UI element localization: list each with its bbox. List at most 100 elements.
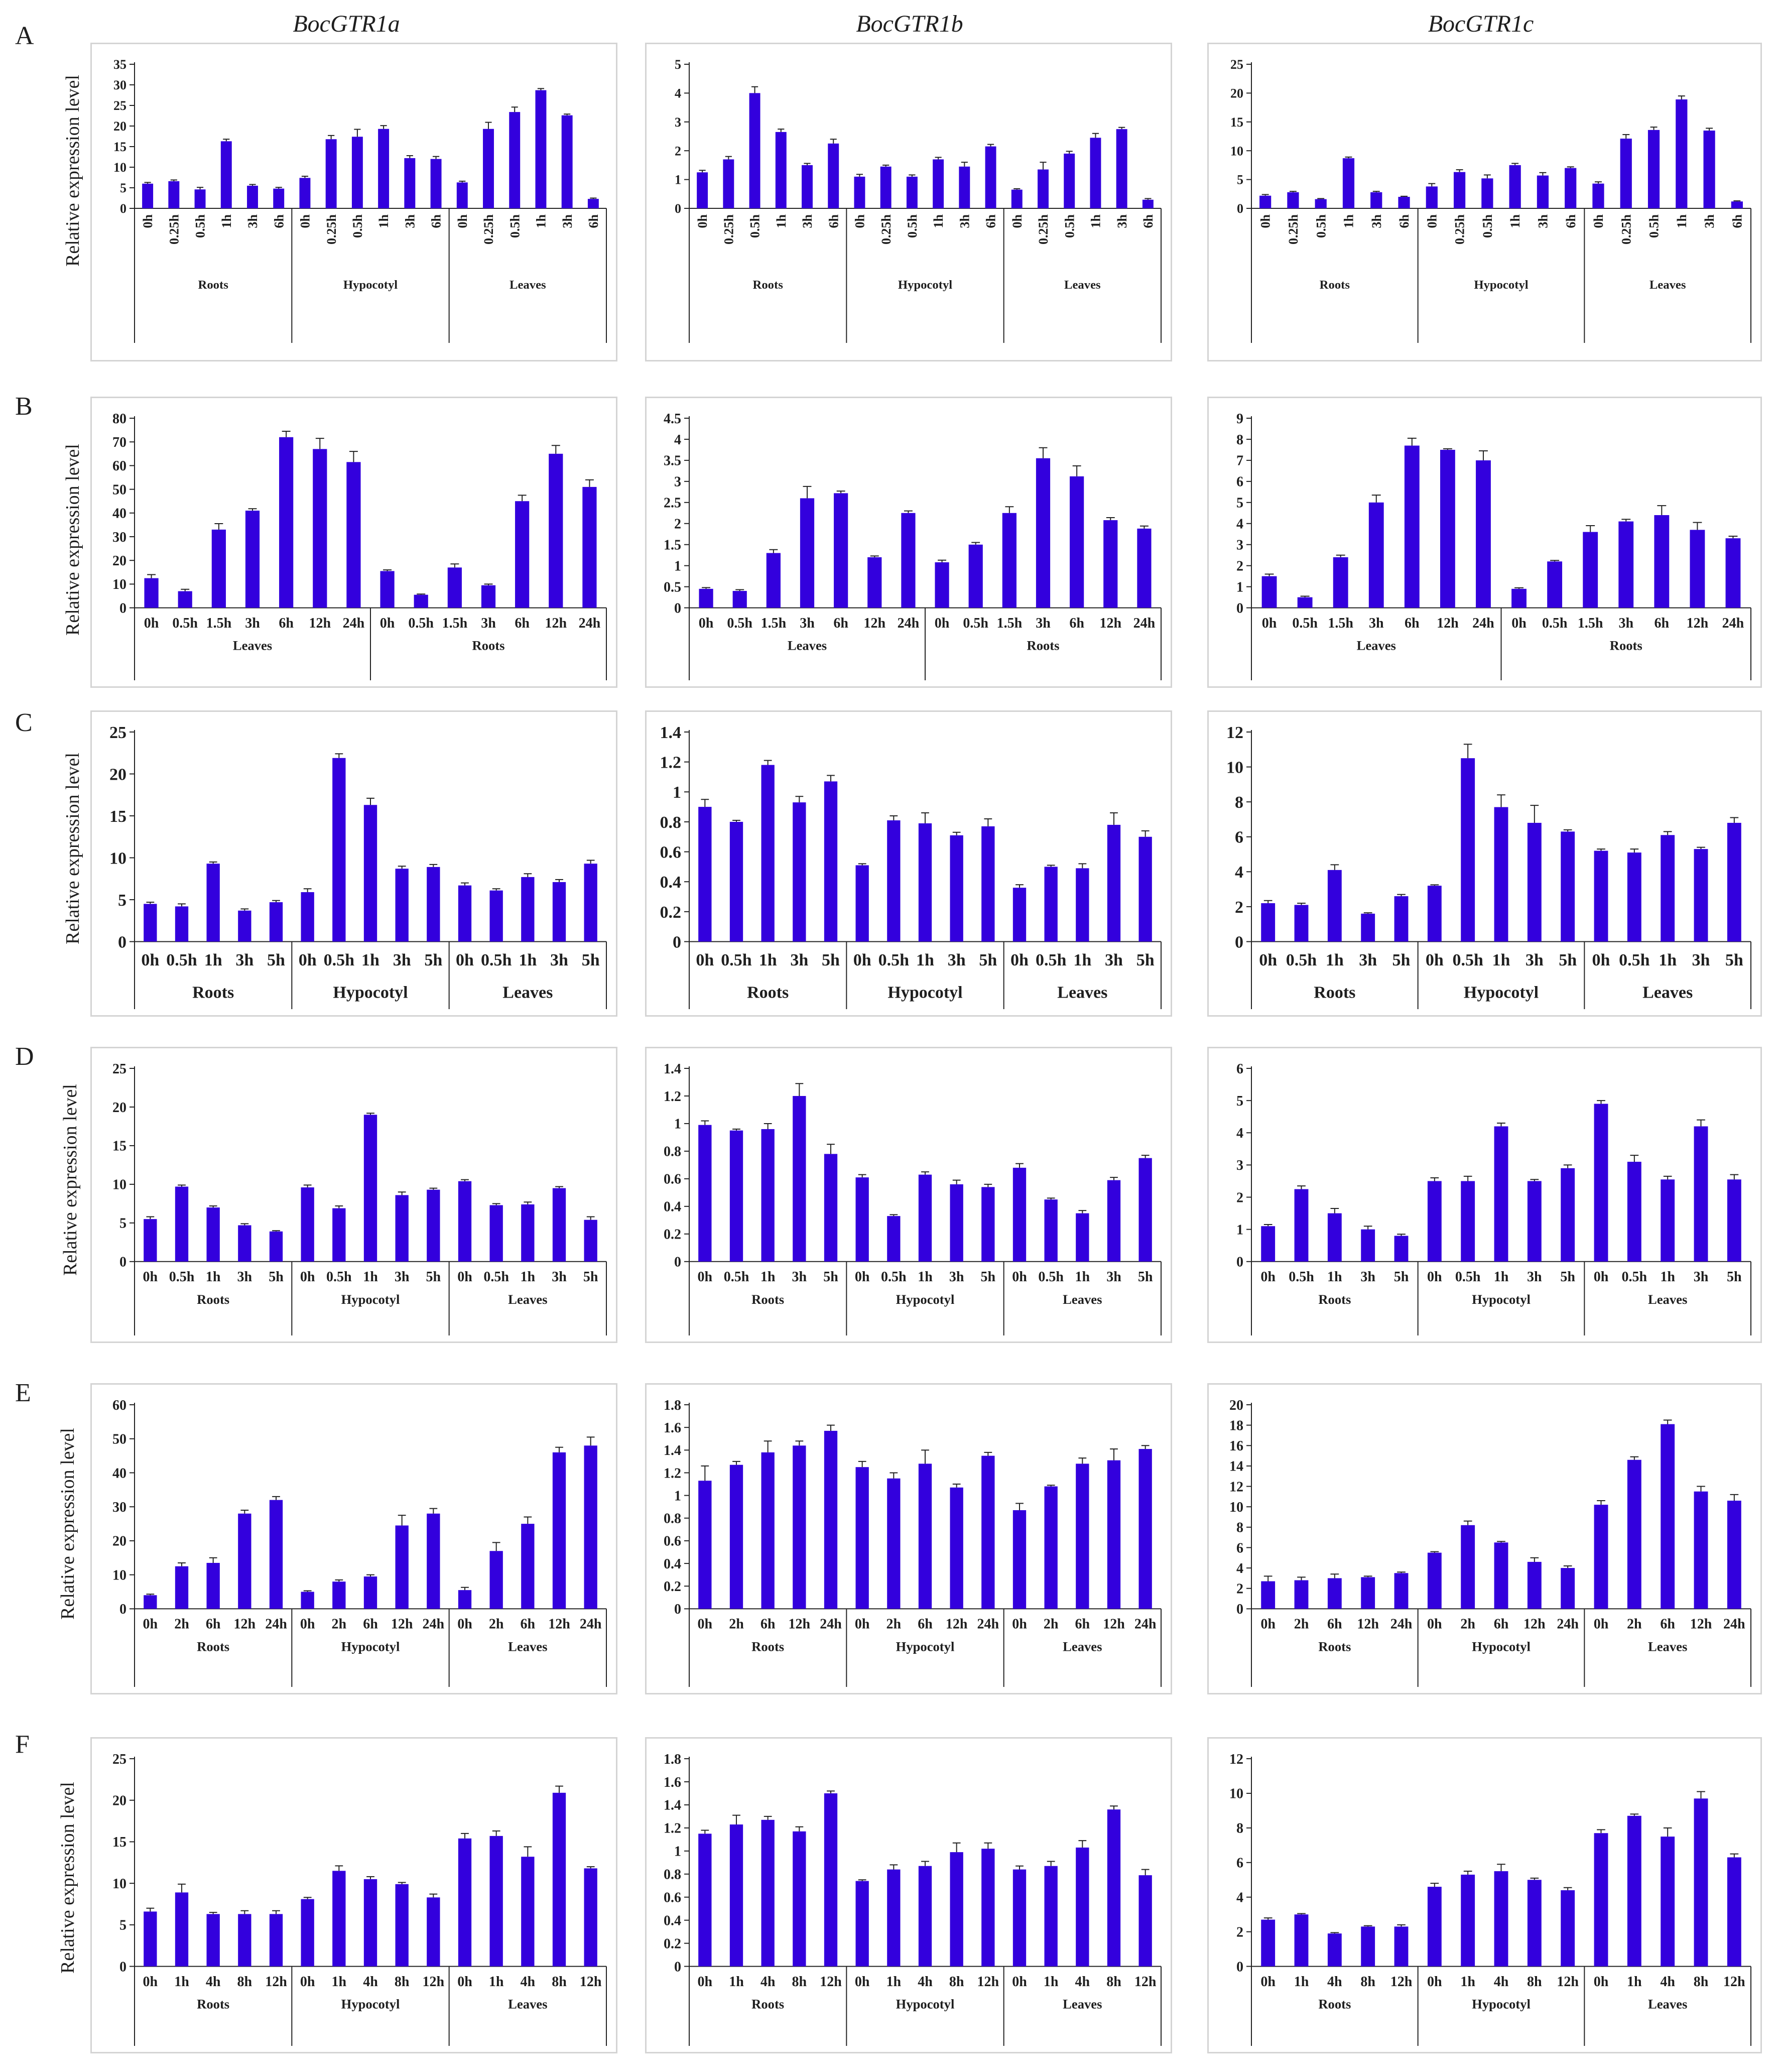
group-label-roots: Roots <box>197 1292 229 1307</box>
x-category-label: 1h <box>521 1269 536 1285</box>
x-category-label: 3h <box>792 1269 807 1285</box>
x-category-label: 1h <box>729 1974 744 1990</box>
x-category-label: 0h <box>1010 214 1025 228</box>
x-category-label: 8h <box>792 1974 807 1990</box>
group-label-leaves: Leaves <box>508 1292 547 1307</box>
y-tick-label: 0.6 <box>664 1534 681 1549</box>
bar <box>1036 458 1051 608</box>
y-tick-label: 1.8 <box>664 1398 681 1413</box>
chart-panel-d-bocgtr1c: 0 1 2 3 4 5 6 0h 0.5h 1h 3h 5h 0h 0.5h 1h 3h 5h 0h 0.5h 1h 3… <box>1207 1047 1762 1343</box>
x-category-label: 24h <box>1472 616 1494 631</box>
x-category-label: 0h <box>1594 1269 1609 1285</box>
bar <box>206 864 220 942</box>
bar <box>1427 1552 1442 1609</box>
y-axis-label-row-f: Relative expression level <box>57 1782 78 1974</box>
bar <box>521 877 535 942</box>
bar <box>1727 1179 1741 1262</box>
y-tick-label: 1 <box>674 1117 681 1132</box>
group-label-leaves: Leaves <box>508 1639 547 1654</box>
x-category-label: 1.5h <box>1328 616 1353 631</box>
y-tick-label: 1.6 <box>664 1775 681 1790</box>
y-tick-label: 5 <box>120 181 126 195</box>
x-category-label: 5h <box>822 951 840 969</box>
y-tick-label: 0 <box>1236 1959 1243 1975</box>
x-category-label: 1h <box>1294 1974 1309 1990</box>
x-category-label: 3h <box>1036 616 1051 631</box>
y-tick-label: 1.2 <box>664 1821 681 1837</box>
x-category-label: 12h <box>820 1974 842 1990</box>
y-tick-label: 60 <box>112 1398 126 1413</box>
y-tick-label: 0 <box>1236 1255 1243 1270</box>
bar <box>1259 195 1272 209</box>
x-category-label: 1.5h <box>761 616 787 631</box>
x-category-label: 5h <box>979 951 997 969</box>
x-category-label: 3h <box>393 951 411 969</box>
x-category-label: 6h <box>1397 214 1412 228</box>
bar <box>800 498 815 608</box>
x-category-label: 0.5h <box>1036 951 1067 969</box>
x-category-label: 0.5h <box>881 1269 907 1285</box>
y-tick-label: 1.5 <box>664 538 681 553</box>
bar <box>279 437 294 608</box>
x-category-label: 0.5h <box>963 616 988 631</box>
x-category-label: 0.5h <box>727 616 752 631</box>
bar <box>447 567 462 608</box>
y-tick-label: 5 <box>675 57 681 72</box>
bar <box>887 1216 901 1262</box>
x-category-label: 1h <box>376 214 391 228</box>
group-label-leaves: Leaves <box>233 638 272 653</box>
x-category-label: 3h <box>1527 1269 1542 1285</box>
y-tick-label: 5 <box>1236 496 1243 511</box>
x-category-label: 4h <box>1327 1974 1342 1990</box>
x-category-label: 0h <box>853 214 867 228</box>
bar <box>1261 1581 1276 1609</box>
bar <box>481 585 496 608</box>
x-category-label: 5h <box>582 951 600 969</box>
x-category-label: 24h <box>423 1617 445 1632</box>
x-category-label: 0.25h <box>481 214 496 245</box>
bar <box>1398 197 1410 209</box>
bar <box>918 1866 932 1967</box>
bar <box>698 1125 712 1262</box>
y-tick-label: 0 <box>1236 600 1243 616</box>
y-tick-label: 5 <box>119 1216 126 1232</box>
x-category-label: 6h <box>521 1617 536 1632</box>
bar <box>1107 1180 1121 1262</box>
group-label-leaves: Leaves <box>1063 1639 1102 1654</box>
chart-svg: 0 10 20 30 40 50 60 0h 2h 6h 12h 24h 0h 2h 6h 12h 24h 0h 2… <box>112 1398 607 1687</box>
x-category-label: 2h <box>886 1617 902 1632</box>
x-category-label: 1h <box>1492 951 1510 969</box>
x-category-label: 12h <box>1723 1974 1745 1990</box>
bar <box>1661 1837 1675 1967</box>
bar <box>968 544 983 608</box>
x-category-label: 6h <box>429 214 444 228</box>
bar <box>793 1831 806 1967</box>
group-label-leaves: Leaves <box>1064 278 1101 292</box>
group-label-roots: Roots <box>1320 278 1350 292</box>
bar <box>723 159 734 209</box>
bar <box>761 1819 775 1967</box>
y-tick-label: 10 <box>112 1177 126 1193</box>
x-category-label: 3h <box>800 214 815 228</box>
group-label-hypocotyl: Hypocotyl <box>1464 984 1539 1002</box>
bar <box>855 1881 869 1967</box>
bar <box>1404 445 1420 608</box>
x-category-label: 8h <box>949 1974 964 1990</box>
y-tick-label: 5 <box>119 1918 126 1933</box>
bar <box>1394 1236 1409 1262</box>
bar <box>855 865 869 942</box>
x-category-label: 0h <box>457 1974 472 1990</box>
bar <box>1107 1460 1121 1609</box>
x-category-label: 5h <box>1394 1269 1409 1285</box>
x-category-label: 24h <box>898 616 920 631</box>
bar <box>1461 758 1475 942</box>
bar <box>1594 1104 1608 1262</box>
y-tick-label: 0 <box>119 1602 126 1617</box>
bar <box>587 199 599 209</box>
x-category-label: 3h <box>1359 951 1377 969</box>
y-tick-label: 5 <box>118 891 126 910</box>
x-category-label: 5h <box>823 1269 838 1285</box>
y-tick-label: 25 <box>113 98 126 113</box>
x-category-label: 24h <box>343 616 365 631</box>
row-letter-f: F <box>15 1730 30 1759</box>
